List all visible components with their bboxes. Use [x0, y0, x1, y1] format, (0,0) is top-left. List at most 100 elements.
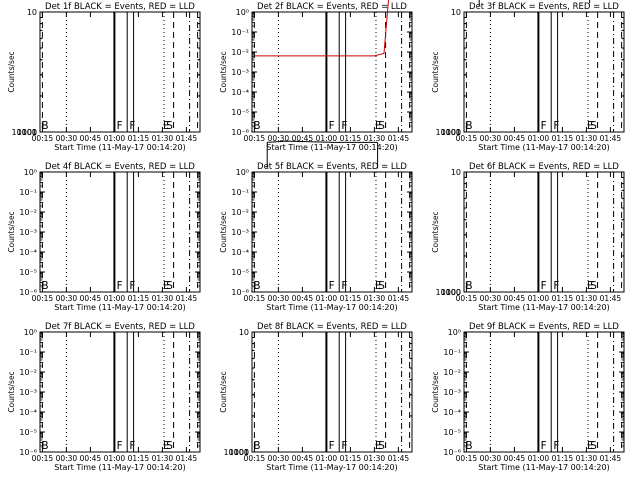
plot-frame [251, 331, 413, 453]
y-tick-label: 10⁻² [231, 48, 249, 57]
panel-title: Det 4f BLACK = Events, RED = LLD [45, 162, 195, 172]
event-marker: F [341, 120, 347, 132]
panel-det-9: Det 9f BLACK = Events, RED = LLD B F F ES 10⁰… [431, 322, 625, 472]
x-tick-label: 01:30 [152, 294, 174, 303]
x-tick-label: 01:00 [316, 454, 338, 463]
y-tick-label: 10⁰ [236, 8, 249, 17]
y-axis-label: Counts/sec [7, 51, 16, 92]
y-tick-label: 1 [244, 448, 249, 457]
y-tick-label: 10⁻⁵ [231, 108, 249, 117]
x-tick-label: 01:45 [388, 454, 410, 463]
x-tick-label: 00:30 [56, 454, 78, 463]
y-tick-label: 10⁰ [24, 328, 37, 337]
x-tick-label: 00:15 [32, 454, 54, 463]
x-tick-label: 00:45 [80, 294, 102, 303]
y-tick-label: 10⁻⁶ [231, 288, 249, 297]
y-axis-label: Counts/sec [431, 211, 440, 252]
y-tick-label: 100 [446, 128, 461, 137]
event-marker: E [587, 280, 594, 292]
event-marker: F [553, 440, 559, 452]
y-tick-label: 10 [27, 8, 37, 17]
y-tick-label: 10⁻³ [19, 228, 37, 237]
x-axis-label: Start Time (11-May-17 00:14:20) [266, 303, 397, 312]
x-tick-label: 00:45 [80, 454, 102, 463]
y-tick-label: 10⁻⁴ [19, 248, 37, 257]
y-tick-label: 10⁰ [236, 168, 249, 177]
panel-title: Det 1f BLACK = Events, RED = LLD [45, 2, 195, 12]
event-marker: F [117, 120, 123, 132]
x-tick-label: 00:30 [268, 454, 290, 463]
x-tick-label: 00:45 [292, 454, 314, 463]
x-tick-label: 01:15 [340, 294, 362, 303]
event-marker: F [341, 440, 347, 452]
x-tick-label: 01:00 [528, 134, 550, 143]
event-marker: F [117, 280, 123, 292]
panel-title: Det 2f BLACK = Events, RED = LLD [257, 2, 407, 12]
plot-frame [251, 11, 413, 133]
event-marker: F [541, 120, 547, 132]
event-marker: B [41, 440, 48, 452]
y-tick-label: 10⁰ [24, 168, 37, 177]
event-marker: S [378, 120, 385, 132]
y-tick-label: 10⁻³ [231, 228, 249, 237]
series-lld [254, 0, 390, 57]
x-tick-label: 00:15 [244, 294, 266, 303]
y-tick-label: 10⁰ [448, 328, 461, 337]
x-tick-label: 01:45 [600, 134, 622, 143]
event-marker: E [375, 280, 382, 292]
panel-title: Det 9f BLACK = Events, RED = LLD [469, 322, 619, 332]
event-marker: F [129, 440, 135, 452]
x-tick-label: 01:45 [600, 454, 622, 463]
y-tick-label: 10⁻¹ [231, 28, 249, 37]
y-tick-label: 10 [451, 168, 461, 177]
y-tick-label: 10⁻⁵ [443, 428, 461, 437]
x-tick-label: 01:15 [128, 294, 150, 303]
x-tick-label: 01:30 [364, 294, 386, 303]
x-tick-label: 01:00 [104, 134, 126, 143]
y-tick-label: 10⁻² [19, 208, 37, 217]
x-tick-label: 00:30 [56, 294, 78, 303]
panel-det-5: Det 5f BLACK = Events, RED = LLD B F F ES 10⁰… [219, 162, 413, 312]
x-tick-label: 00:15 [456, 294, 478, 303]
event-marker: F [553, 120, 559, 132]
x-tick-label: 01:15 [552, 294, 574, 303]
y-tick-label: 10⁻⁵ [19, 428, 37, 437]
y-axis-label: Counts/sec [431, 51, 440, 92]
y-tick-label: 10⁻⁵ [19, 268, 37, 277]
x-tick-label: 00:15 [456, 454, 478, 463]
y-tick-label: 10000 [436, 288, 461, 297]
y-tick-label: 1000 [229, 448, 249, 457]
x-tick-label: 01:30 [576, 454, 598, 463]
x-tick-label: 00:15 [244, 134, 266, 143]
event-marker: S [378, 280, 385, 292]
x-tick-label: 01:30 [576, 294, 598, 303]
y-axis-label: Counts/sec [219, 211, 228, 252]
x-tick-label: 01:00 [316, 134, 338, 143]
y-tick-label: 10000 [224, 448, 249, 457]
x-tick-label: 00:45 [292, 134, 314, 143]
x-tick-label: 00:15 [456, 134, 478, 143]
x-tick-label: 01:45 [600, 294, 622, 303]
x-tick-label: 00:45 [504, 134, 526, 143]
y-tick-label: 10⁻² [443, 368, 461, 377]
event-marker: F [329, 280, 335, 292]
x-tick-label: 01:00 [316, 294, 338, 303]
x-axis-label: Start Time (11-May-17 00:14:20) [478, 303, 609, 312]
y-tick-label: 10⁻³ [443, 388, 461, 397]
plot-frame [463, 11, 625, 133]
event-marker: E [587, 440, 594, 452]
y-tick-label: 10⁻⁴ [231, 88, 249, 97]
event-marker: F [129, 120, 135, 132]
x-tick-label: 00:30 [268, 294, 290, 303]
x-tick-label: 00:45 [292, 294, 314, 303]
y-tick-label: 10⁻⁴ [19, 408, 37, 417]
event-marker: S [166, 280, 173, 292]
panel-det-7: Det 7f BLACK = Events, RED = LLD B F F ES 10⁰… [7, 322, 201, 472]
y-tick-label: 1000 [17, 128, 37, 137]
event-marker: F [329, 120, 335, 132]
y-tick-label: 100 [22, 128, 37, 137]
panel-title: Det 6f BLACK = Events, RED = LLD [469, 162, 619, 172]
x-tick-label: 01:30 [364, 454, 386, 463]
y-tick-label: 10000 [436, 128, 461, 137]
